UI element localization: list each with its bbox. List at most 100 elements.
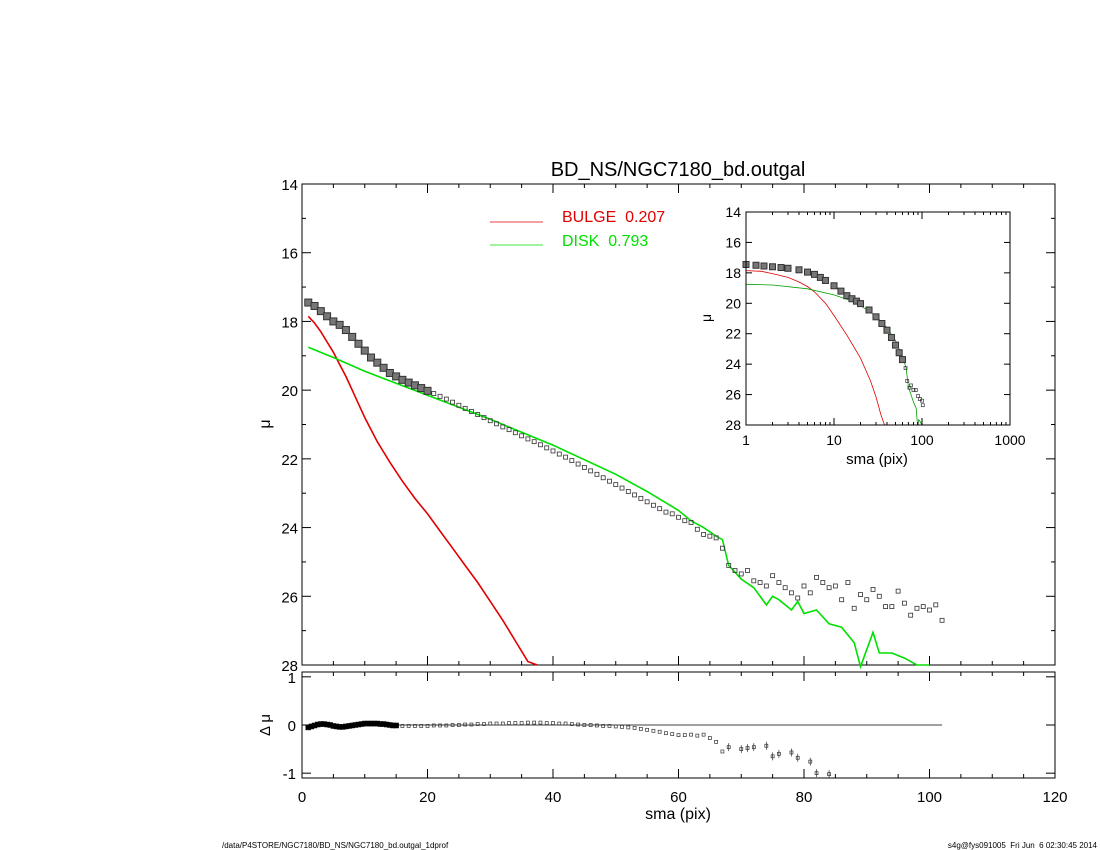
data-point xyxy=(494,421,499,427)
residual-point xyxy=(488,721,493,726)
inset-data-point xyxy=(913,388,918,392)
data-point xyxy=(594,471,600,477)
data-point xyxy=(939,617,945,623)
inset-data-point xyxy=(916,394,920,398)
data-point xyxy=(625,489,631,494)
residual-point xyxy=(463,722,467,727)
residual-point xyxy=(601,724,606,728)
data-point xyxy=(707,533,713,539)
footer-file-path: /data/P4STORE/NGC7180/BD_NS/NGC7180_bd.o… xyxy=(222,841,449,850)
inset-data-point xyxy=(760,262,768,270)
bulge-curve xyxy=(307,315,538,666)
x-tick-label: 80 xyxy=(796,789,813,806)
data-point xyxy=(531,439,537,445)
data-points-group xyxy=(304,298,945,623)
inset-y-axis-label: μ xyxy=(698,314,714,322)
data-point xyxy=(763,583,769,589)
inset-x-tick-label: 1 xyxy=(742,432,750,448)
inset-data-point xyxy=(804,268,812,276)
inset-plot-frame xyxy=(745,211,1011,426)
data-point xyxy=(927,607,932,613)
data-point xyxy=(481,415,487,421)
inset-y-tick-label: 14 xyxy=(725,204,741,220)
inset-data-point xyxy=(810,270,818,278)
residual-point xyxy=(526,720,530,725)
residual-x-ticks: 0 20 40 60 80 100 120 xyxy=(298,672,1068,806)
data-point xyxy=(423,386,432,395)
data-point xyxy=(437,393,443,399)
data-point xyxy=(701,532,706,537)
residual-y-tick-label: 1 xyxy=(288,670,296,687)
data-point xyxy=(858,592,863,597)
x-tick-label: 60 xyxy=(670,789,687,806)
data-point xyxy=(694,526,700,532)
data-point xyxy=(832,583,838,589)
data-point xyxy=(638,495,644,501)
data-point xyxy=(789,590,794,596)
x-tick-label: 100 xyxy=(917,789,942,806)
data-point xyxy=(801,583,807,589)
residual-point xyxy=(425,724,430,728)
data-point xyxy=(506,427,512,433)
inset-y-tick-label: 18 xyxy=(725,265,741,281)
residual-point xyxy=(393,722,399,729)
residual-point xyxy=(714,740,719,744)
residual-point xyxy=(400,724,405,728)
disk-curve xyxy=(307,346,930,670)
residual-point xyxy=(419,724,424,728)
residual-point xyxy=(689,732,693,737)
data-point xyxy=(876,593,882,599)
inset-data-point xyxy=(872,313,880,321)
residual-y-ticks: -1 0 1 xyxy=(283,670,1055,783)
data-point xyxy=(839,597,845,603)
residual-point xyxy=(519,721,524,725)
residual-point xyxy=(620,725,624,729)
inset-data-point xyxy=(903,366,908,370)
data-point xyxy=(500,424,506,430)
residual-point xyxy=(582,723,587,727)
data-point xyxy=(607,478,612,484)
data-point xyxy=(676,514,681,520)
inset-data-point xyxy=(909,383,913,388)
data-point xyxy=(732,568,738,573)
inset-data-point xyxy=(911,388,916,392)
inset-panel: 14 16 18 20 22 24 26 28 1 10 100 1000 μ sma (pix) xyxy=(698,204,1026,468)
data-point xyxy=(569,458,575,463)
residual-point xyxy=(664,731,668,736)
residual-y-axis-label: Δ μ xyxy=(257,714,274,736)
residual-point xyxy=(682,733,687,737)
data-point xyxy=(431,391,437,396)
residual-point xyxy=(638,727,643,731)
data-point xyxy=(544,445,550,451)
inset-data-point xyxy=(777,264,785,272)
residual-point xyxy=(557,721,562,726)
data-point xyxy=(360,346,369,355)
data-point xyxy=(845,580,851,585)
residual-point xyxy=(651,728,656,733)
residual-point xyxy=(595,723,599,728)
data-point xyxy=(851,605,857,611)
x-tick-label: 40 xyxy=(545,789,562,806)
data-point xyxy=(644,499,650,505)
data-point xyxy=(738,571,744,577)
residual-point xyxy=(701,732,706,737)
residual-point xyxy=(431,723,436,728)
data-point xyxy=(563,454,568,460)
inset-y-tick-label: 28 xyxy=(725,417,741,433)
residual-point xyxy=(632,726,637,730)
residual-point xyxy=(500,721,505,726)
residual-point xyxy=(588,723,593,727)
footer-timestamp: s4g@fys091005 Fri Jun 6 02:30:45 2014 xyxy=(948,841,1098,850)
data-point xyxy=(782,585,788,591)
data-point xyxy=(870,587,876,592)
inset-data-point xyxy=(878,320,886,328)
main-y-tick-label: 28 xyxy=(281,658,298,675)
legend-bulge-label: BULGE 0.207 xyxy=(562,209,665,226)
data-point xyxy=(525,436,531,442)
data-point xyxy=(469,409,474,414)
inset-data-point xyxy=(830,282,838,290)
data-point xyxy=(556,451,562,457)
data-point xyxy=(814,574,819,580)
residual-point xyxy=(708,736,712,740)
residual-point xyxy=(438,723,442,728)
